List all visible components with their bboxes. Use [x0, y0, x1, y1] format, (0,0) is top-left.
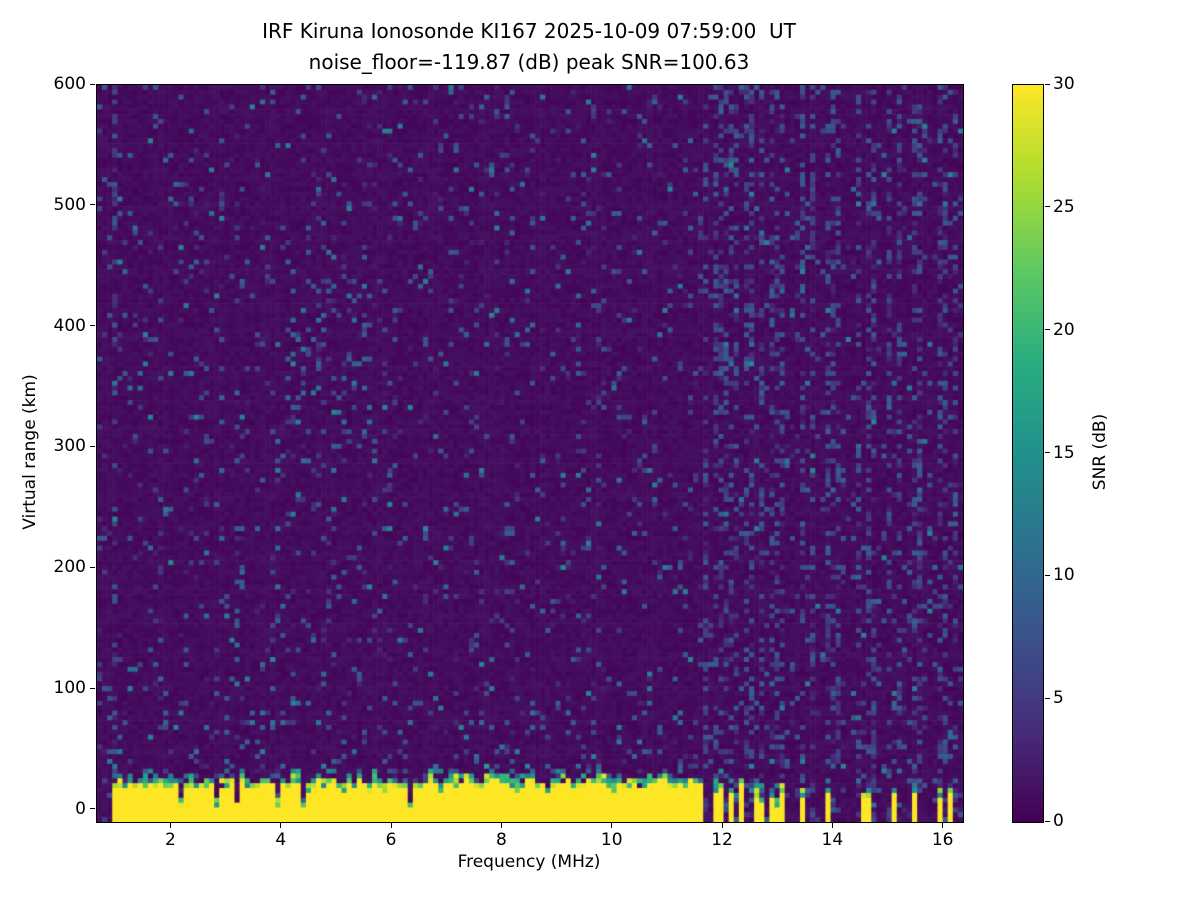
colorbar-tick-label: 25: [1053, 196, 1075, 217]
x-axis-label: Frequency (MHz): [457, 852, 601, 872]
x-tick-label: 2: [165, 830, 176, 850]
x-tick-label: 16: [931, 830, 954, 850]
y-tick-mark: [90, 204, 95, 206]
y-tick-label: 500: [53, 194, 86, 215]
x-tick-label: 10: [600, 830, 623, 850]
y-tick-mark: [90, 687, 95, 689]
x-tick-label: 12: [711, 830, 733, 850]
colorbar-tick-label: 5: [1053, 688, 1064, 709]
ionogram-heatmap: [96, 84, 964, 823]
colorbar-tick-label: 0: [1053, 811, 1064, 831]
x-tick-mark: [721, 823, 723, 828]
y-tick-label: 300: [53, 436, 86, 457]
colorbar-label: SNR (dB): [1090, 413, 1110, 491]
y-tick-label: 200: [53, 557, 86, 578]
x-tick-mark: [500, 823, 502, 828]
colorbar-tick-mark: [1045, 820, 1050, 822]
colorbar-tick-label: 15: [1053, 442, 1075, 463]
colorbar-tick-label: 10: [1053, 565, 1075, 586]
colorbar-tick-mark: [1045, 206, 1050, 208]
x-tick-mark: [831, 823, 833, 828]
y-tick-label: 400: [53, 315, 86, 336]
x-tick-mark: [169, 823, 171, 828]
x-tick-mark: [280, 823, 282, 828]
title-line-1: IRF Kiruna Ionosonde KI167 2025-10-09 07…: [262, 19, 796, 43]
title-line-2: noise_floor=-119.87 (dB) peak SNR=100.63: [308, 50, 750, 74]
x-tick-label: 8: [495, 830, 507, 850]
y-tick-mark: [90, 325, 95, 327]
y-tick-mark: [90, 566, 95, 568]
colorbar-tick-label: 20: [1053, 319, 1075, 340]
x-tick-label: 4: [275, 830, 287, 850]
x-tick-mark: [942, 823, 944, 828]
y-tick-label: 100: [53, 678, 86, 699]
colorbar-tick-label: 30: [1053, 74, 1075, 94]
x-tick-label: 6: [385, 830, 397, 850]
y-tick-mark: [90, 808, 95, 810]
colorbar-tick-mark: [1045, 83, 1050, 85]
colorbar-tick-mark: [1045, 452, 1050, 453]
y-tick-mark: [90, 445, 95, 447]
colorbar-tick-mark: [1045, 574, 1050, 576]
y-tick-mark: [90, 83, 95, 85]
colorbar-tick-mark: [1045, 329, 1050, 331]
y-tick-label: 600: [53, 74, 86, 94]
figure-title: IRF Kiruna Ionosonde KI167 2025-10-09 07…: [96, 16, 962, 78]
x-tick-label: 14: [821, 830, 844, 850]
colorbar: [1012, 84, 1044, 823]
y-tick-label: 0: [75, 798, 86, 819]
colorbar-tick-mark: [1045, 697, 1050, 699]
x-tick-mark: [611, 823, 613, 828]
x-tick-mark: [390, 823, 392, 828]
